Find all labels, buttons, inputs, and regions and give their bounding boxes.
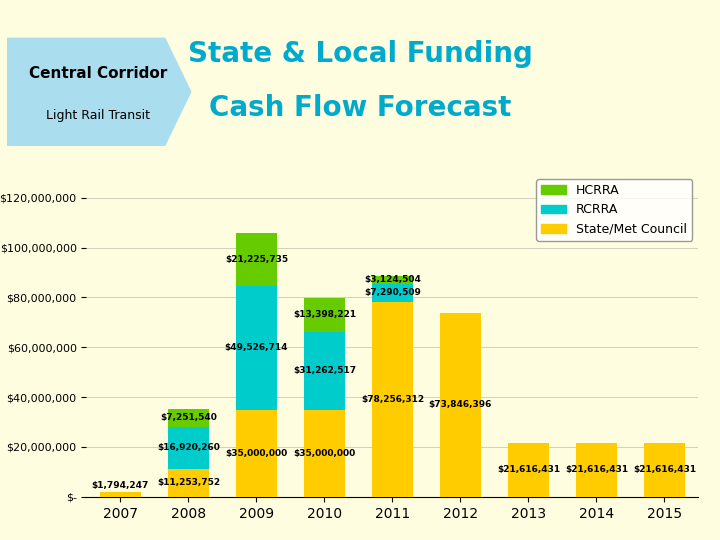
- Text: $49,526,714: $49,526,714: [225, 343, 288, 353]
- Text: $35,000,000: $35,000,000: [293, 449, 356, 458]
- Bar: [372, 302, 413, 497]
- Legend: HCRRA, RCRRA, State/Met Council: HCRRA, RCRRA, State/Met Council: [536, 179, 692, 240]
- Bar: [168, 469, 209, 497]
- Bar: [236, 286, 276, 409]
- Bar: [168, 427, 209, 469]
- Bar: [644, 443, 685, 497]
- Text: $21,225,735: $21,225,735: [225, 255, 288, 264]
- Bar: [304, 298, 345, 332]
- Text: $35,000,000: $35,000,000: [225, 449, 287, 458]
- Bar: [372, 276, 413, 284]
- Text: Cash Flow Forecast: Cash Flow Forecast: [209, 94, 511, 122]
- Bar: [168, 408, 209, 427]
- FancyArrow shape: [7, 38, 191, 145]
- Bar: [100, 492, 141, 497]
- Text: $13,398,221: $13,398,221: [293, 310, 356, 320]
- Text: $16,920,260: $16,920,260: [157, 443, 220, 452]
- Bar: [304, 332, 345, 409]
- Text: $21,616,431: $21,616,431: [633, 465, 696, 474]
- Text: $1,794,247: $1,794,247: [91, 481, 149, 490]
- Text: $31,262,517: $31,262,517: [293, 366, 356, 375]
- Bar: [236, 409, 276, 497]
- Text: Light Rail Transit: Light Rail Transit: [46, 109, 150, 122]
- Text: $3,124,504: $3,124,504: [364, 275, 420, 284]
- Text: $11,253,752: $11,253,752: [157, 478, 220, 487]
- Bar: [236, 233, 276, 286]
- Bar: [508, 443, 549, 497]
- Text: $21,616,431: $21,616,431: [497, 465, 560, 474]
- Text: $7,251,540: $7,251,540: [160, 413, 217, 422]
- Text: $7,290,509: $7,290,509: [364, 288, 420, 297]
- Bar: [440, 313, 481, 497]
- Text: Central Corridor: Central Corridor: [29, 66, 167, 82]
- Bar: [304, 409, 345, 497]
- Text: $73,846,396: $73,846,396: [428, 400, 492, 409]
- Text: $21,616,431: $21,616,431: [564, 465, 628, 474]
- Text: $78,256,312: $78,256,312: [361, 395, 424, 404]
- Text: State & Local Funding: State & Local Funding: [188, 40, 532, 68]
- Bar: [576, 443, 617, 497]
- Bar: [372, 284, 413, 302]
